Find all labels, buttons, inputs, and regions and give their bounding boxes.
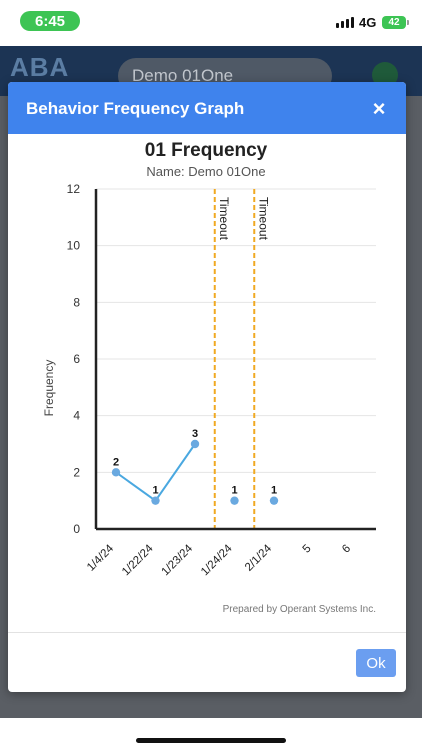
close-icon[interactable]: × xyxy=(372,96,386,121)
data-point xyxy=(190,439,200,449)
x-tick-label: 2/1/24 xyxy=(243,542,275,574)
data-label: 1 xyxy=(231,485,237,497)
modal-footer-divider xyxy=(8,632,406,633)
ok-button[interactable]: Ok xyxy=(356,649,396,677)
y-tick-label: 6 xyxy=(73,352,80,366)
data-point xyxy=(151,496,160,505)
y-axis-label: Frequency xyxy=(42,360,56,417)
status-bar: 6:45 4G 42 xyxy=(0,0,422,46)
data-label: 1 xyxy=(152,485,158,497)
modal-title: Behavior Frequency Graph xyxy=(26,99,245,118)
chart-subtitle: Name: Demo 01One xyxy=(146,164,265,179)
y-tick-label: 4 xyxy=(73,409,80,423)
cellular-signal-icon xyxy=(336,17,354,28)
y-tick-label: 10 xyxy=(67,239,81,253)
network-type: 4G xyxy=(359,15,377,30)
x-tick-label: 1/23/24 xyxy=(160,542,196,578)
phase-change-label: Timeout xyxy=(256,197,270,241)
x-tick-label: 1/24/24 xyxy=(199,542,235,578)
battery-icon: 42 xyxy=(382,16,409,29)
x-tick-label: 6 xyxy=(340,543,353,556)
graph-modal: Behavior Frequency Graph × 01 Frequency … xyxy=(8,82,406,692)
chart-footer: Prepared by Operant Systems Inc. xyxy=(223,604,376,615)
status-time: 6:45 xyxy=(20,11,80,31)
data-label: 2 xyxy=(113,456,119,468)
x-tick-label: 1/22/24 xyxy=(120,542,156,578)
y-tick-label: 12 xyxy=(67,182,81,196)
phase-change-label: Timeout xyxy=(217,197,231,241)
chart-title: 01 Frequency xyxy=(145,140,268,161)
data-point xyxy=(230,496,239,505)
x-tick-label: 5 xyxy=(301,543,314,556)
data-label: 3 xyxy=(192,428,198,440)
home-indicator xyxy=(136,738,286,743)
y-tick-label: 2 xyxy=(73,465,80,479)
data-point xyxy=(111,468,121,477)
modal-header: Behavior Frequency Graph × xyxy=(8,82,406,134)
x-tick-label: 1/4/24 xyxy=(85,542,117,574)
data-point xyxy=(269,496,279,505)
y-tick-label: 8 xyxy=(73,295,80,309)
app-logo: ABA xyxy=(10,52,70,82)
data-label: 1 xyxy=(271,485,277,497)
y-tick-label: 0 xyxy=(73,522,80,536)
frequency-chart: 01 Frequency Name: Demo 01One Frequency … xyxy=(42,140,376,615)
bottom-safe-area xyxy=(0,718,422,750)
